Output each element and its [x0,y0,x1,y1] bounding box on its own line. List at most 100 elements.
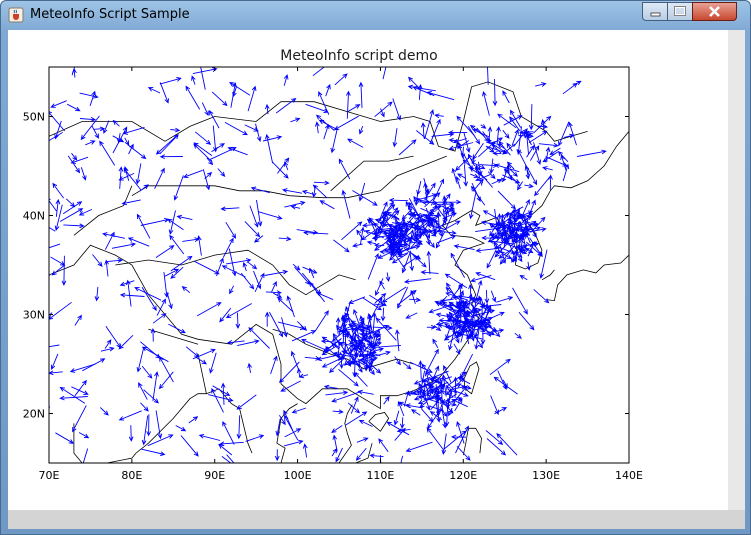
wind-vector [472,143,484,160]
wind-vector [136,348,144,373]
coastline-segment [355,443,373,463]
window-title: MeteoInfo Script Sample [30,7,190,22]
wind-vector [373,302,386,308]
wind-vector [286,295,295,318]
wind-vector [486,438,507,456]
wind-vector [264,311,270,327]
wind-vector [480,124,487,129]
wind-vector [435,401,441,423]
wind-vector [417,395,440,403]
wind-vector [417,396,434,405]
wind-vector [485,145,495,153]
wind-vector [432,338,439,349]
wind-vector [74,314,82,326]
wind-vector [435,384,440,404]
wind-vector [168,210,176,235]
wind-vector [112,119,120,127]
wind-vector [62,201,83,215]
wind-vector [482,210,499,220]
wind-vector [271,161,289,179]
wind-vector [245,434,265,442]
wind-vector [430,178,445,206]
plot-panel[interactable]: MeteoInfo script demo 70E 80E 90E 100E 110E 1… [9,30,728,510]
minimize-button[interactable] [642,2,668,21]
coastline-segment [462,427,482,456]
wind-vector [332,351,355,358]
wind-vector [168,323,186,334]
maximize-button[interactable] [667,2,693,21]
wind-vector [428,209,437,214]
wind-vector [496,213,502,224]
wind-vector [493,241,500,252]
wind-vector [372,331,378,344]
wind-vector [385,272,391,283]
wind-vector [65,198,76,208]
wind-vector [204,171,213,180]
wind-vector [448,313,453,322]
wind-vector [498,248,513,259]
wind-vector [275,418,281,437]
wind-vector [372,312,377,335]
wind-vector [455,377,465,387]
wind-vector [257,211,283,220]
wind-vector [176,214,193,221]
wind-vector [269,311,283,338]
title-bar[interactable]: MeteoInfo Script Sample [1,1,750,29]
wind-vector [393,410,400,426]
wind-vector [374,242,385,248]
wind-vector [521,219,538,227]
wind-vector [381,286,407,303]
wind-vector [134,287,162,301]
wind-vector [277,297,294,313]
wind-vector [202,169,211,191]
wind-vector [49,312,53,316]
wind-vector [143,389,159,404]
wind-vector [85,140,96,146]
coastline-segment [106,393,207,463]
wind-vector [49,198,57,212]
wind-vector [453,376,458,399]
wind-vector [341,221,363,241]
wind-vector [489,233,508,241]
coastline-segment [368,412,390,432]
wind-vector [506,211,514,228]
close-button[interactable] [692,2,737,21]
coastline-map [49,81,629,463]
wind-vector [367,253,379,280]
coastline-segment [148,328,199,345]
wind-vector [282,188,302,194]
wind-vector [392,98,402,121]
wind-vector [290,204,301,210]
wind-vector [455,155,471,172]
wind-vector [514,332,522,339]
wind-vector [217,168,226,177]
wind-vector [469,124,485,137]
wind-vector [442,220,461,231]
wind-vector [429,405,444,412]
wind-vector [490,220,500,228]
wind-vector [484,311,505,322]
wind-vector [352,352,357,378]
wind-vector [489,158,494,175]
wind-vector [211,387,224,413]
wind-vector [119,280,135,287]
wind-vector [527,199,536,219]
wind-vector [128,143,134,155]
wind-vector [249,205,259,228]
wind-vector [433,325,442,332]
wind-vector [509,109,522,128]
wind-vector [526,144,535,158]
wind-vector [278,361,300,384]
wind-vector [528,104,534,131]
wind-vector [457,173,466,179]
wind-vector [457,301,463,324]
wind-vector [357,358,373,368]
wind-vector [92,254,103,268]
wind-vector [106,258,123,263]
wind-vector [366,240,377,246]
wind-vector [362,297,382,311]
wind-vector [335,317,341,334]
wind-vector [497,113,517,129]
wind-vector [274,449,280,462]
wind-vector [380,108,385,118]
